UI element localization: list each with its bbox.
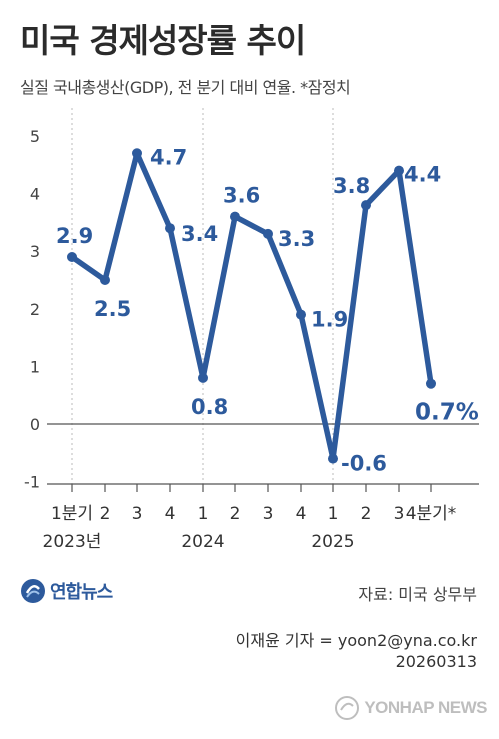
data-point	[394, 165, 404, 176]
yonhap-watermark-icon	[335, 696, 360, 720]
data-label: 2.9	[56, 224, 93, 248]
data-label: 0.8	[191, 395, 228, 419]
x-tick-label: 3	[394, 504, 405, 524]
data-label: 2.5	[94, 297, 131, 321]
data-label: 4.7	[150, 145, 187, 169]
data-label: 3.8	[333, 174, 370, 198]
data-label: 3.4	[181, 222, 218, 246]
data-label: 3.6	[223, 184, 260, 208]
data-point	[426, 378, 436, 389]
data-point	[198, 372, 208, 383]
year-label: 2023년	[43, 532, 102, 552]
x-tick-label: 1	[198, 504, 209, 524]
chart-subtitle: 실질 국내총생산(GDP), 전 분기 대비 연율. *잠정치	[20, 78, 351, 97]
series-line	[69, 150, 434, 462]
y-tick-label: -1	[24, 473, 40, 492]
data-point	[361, 200, 371, 211]
y-tick-label: 5	[30, 127, 40, 146]
data-label: -0.6	[341, 452, 387, 476]
data-point	[165, 223, 175, 234]
y-tick-label: 0	[30, 415, 40, 434]
data-point	[132, 148, 142, 159]
source-note: 자료: 미국 상무부	[358, 585, 477, 604]
year-label: 2024	[181, 532, 224, 552]
yonhap-logo: 연합뉴스	[20, 578, 113, 604]
x-tick-label: 2	[100, 504, 111, 524]
data-label: 0.7%	[415, 400, 479, 426]
credit-author: 이재윤 기자 = yoon2@yna.co.kr	[235, 631, 477, 650]
x-tick-label: 4분기*	[406, 504, 457, 524]
credit-date: 20260313	[395, 652, 477, 671]
brand-name: 연합뉴스	[50, 582, 113, 603]
y-tick-label: 4	[30, 185, 40, 204]
data-label: 3.3	[278, 227, 315, 251]
y-tick-label: 2	[30, 300, 40, 319]
x-tick-label: 3	[132, 504, 143, 524]
watermark-text: YONHAP NEWS	[364, 698, 487, 717]
x-tick-label: 2	[230, 504, 241, 524]
data-point	[67, 252, 77, 262]
x-tick-label: 1분기	[51, 504, 93, 524]
data-point	[328, 453, 338, 464]
x-tick-label: 4	[296, 504, 307, 524]
x-tick-label: 4	[165, 504, 176, 524]
data-point	[296, 309, 306, 320]
data-point	[100, 275, 110, 285]
y-tick-label: 3	[30, 242, 40, 261]
watermark: YONHAP NEWS	[335, 696, 487, 720]
x-tick-label: 3	[263, 504, 274, 524]
yonhap-emblem-icon	[21, 579, 45, 603]
credit: 이재윤 기자 = yoon2@yna.co.kr 20260313	[236, 630, 477, 672]
data-point	[263, 228, 273, 239]
data-label: 4.4	[404, 163, 441, 187]
year-label: 2025	[311, 532, 354, 552]
data-label: 1.9	[311, 308, 348, 332]
data-point	[230, 211, 240, 222]
chart-title: 미국 경제성장률 추이	[20, 21, 306, 60]
x-tick-label: 2	[361, 504, 372, 524]
x-tick-label: 1	[328, 504, 339, 524]
y-tick-label: 1	[30, 357, 40, 376]
